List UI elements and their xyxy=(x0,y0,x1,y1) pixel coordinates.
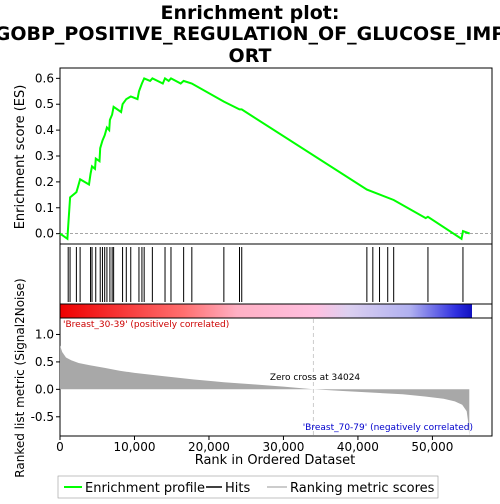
legend-es-label: Enrichment profile xyxy=(85,481,205,496)
x-tick-label: 20,000 xyxy=(188,440,230,454)
metric-y-axis: -0.5 0.0 0.5 1.0 xyxy=(31,327,60,424)
es-curve-line xyxy=(59,76,471,241)
es-y-tick-label: 0.5 xyxy=(35,97,54,111)
metric-y-tick-label: 0.5 xyxy=(35,355,54,369)
es-y-axis-label: Enrichment score (ES) xyxy=(13,85,28,230)
x-tick-label: 30,000 xyxy=(262,440,304,454)
es-y-tick-label: 0.4 xyxy=(35,123,54,137)
ranking-metric-area xyxy=(60,345,470,436)
es-y-tick-label: 0.3 xyxy=(35,149,54,163)
es-y-tick-label: 0.6 xyxy=(35,71,54,85)
legend-hits-label: Hits xyxy=(225,481,250,496)
rank-color-bar xyxy=(60,304,472,318)
metric-y-tick-label: -0.5 xyxy=(31,410,54,424)
legend-metric-label: Ranking metric scores xyxy=(290,481,435,496)
zero-cross-label: Zero cross at 34024 xyxy=(270,373,361,383)
chart-title-line3: ORT xyxy=(229,45,272,67)
es-y-tick-label: 0.2 xyxy=(35,175,54,189)
legend-box xyxy=(57,475,439,499)
x-tick-label: 10,000 xyxy=(113,440,155,454)
x-tick-label: 40,000 xyxy=(337,440,379,454)
metric-y-tick-label: 1.0 xyxy=(35,327,54,341)
metric-y-tick-label: 0.0 xyxy=(35,382,54,396)
hits-panel xyxy=(59,243,493,305)
es-y-tick-label: 0.0 xyxy=(35,227,54,241)
chart-title-line2: GOBP_POSITIVE_REGULATION_OF_GLUCOSE_IMP xyxy=(0,23,500,45)
negative-correlation-label: 'Breast_70-79' (negatively correlated) xyxy=(303,423,473,433)
es-y-tick-label: 0.1 xyxy=(35,201,54,215)
x-axis: 0 10,000 20,000 30,000 40,000 50,000 xyxy=(56,436,453,454)
x-tick-label: 50,000 xyxy=(411,440,453,454)
hits-marks xyxy=(67,247,464,302)
es-y-axis: 0.0 0.1 0.2 0.3 0.4 0.5 0.6 xyxy=(35,71,60,241)
chart-title-line1: Enrichment plot: xyxy=(161,2,340,24)
metric-y-axis-label: Ranked list metric (Signal2Noise) xyxy=(13,278,27,477)
x-axis-label: Rank in Ordered Dataset xyxy=(195,453,356,468)
x-tick-label: 0 xyxy=(56,440,64,454)
positive-correlation-label: 'Breast_30-39' (positively correlated) xyxy=(63,320,229,330)
